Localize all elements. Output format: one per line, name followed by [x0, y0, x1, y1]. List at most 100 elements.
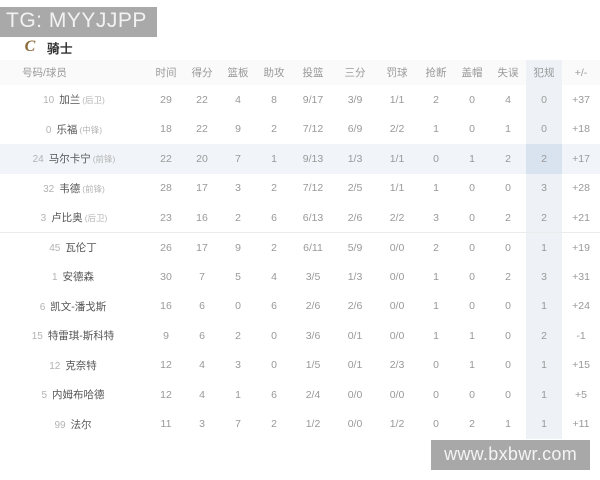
points-cell: 4	[199, 388, 205, 401]
fieldgoals-cell: 7/12	[302, 123, 324, 136]
header-blocks[interactable]: 盖帽	[461, 67, 483, 79]
fouls-cell: 2	[526, 203, 562, 233]
plusminus-cell: +31	[572, 270, 590, 283]
table-row[interactable]: 3 卢比奥 (后卫) 23 16 2 6 6/13 2/6 2/2 3 0 2 2 +21	[0, 203, 600, 233]
rebounds-cell: 9	[235, 123, 241, 136]
turnovers-cell: 2	[505, 211, 511, 224]
table-row[interactable]: 0 乐福 (中锋) 18 22 9 2 7/12 6/9 2/2 1 0 1 0 +18	[0, 114, 600, 145]
header-minutes[interactable]: 时间	[155, 67, 177, 79]
player-cell[interactable]: 5 内姆布哈德	[0, 380, 148, 410]
header-rebounds[interactable]: 篮板	[227, 67, 249, 79]
rebounds-cell: 2	[235, 329, 241, 342]
fouls-cell: 2	[526, 321, 562, 351]
player-cell[interactable]: 1 安德森	[0, 262, 148, 292]
header-fieldgoals[interactable]: 投篮	[302, 67, 324, 79]
points-cell: 3	[199, 418, 205, 431]
player-name: 克奈特	[65, 359, 97, 372]
rebounds-cell: 2	[235, 211, 241, 224]
turnovers-cell: 4	[505, 93, 511, 106]
header-turnovers[interactable]: 失误	[497, 67, 519, 79]
assists-cell: 6	[271, 300, 277, 313]
fieldgoals-cell: 3/6	[305, 329, 321, 342]
minutes-cell: 12	[160, 359, 172, 372]
table-row[interactable]: 12 克奈特 12 4 3 0 1/5 0/1 2/3 0 1 0 1 +15	[0, 350, 600, 381]
assists-cell: 6	[271, 211, 277, 224]
plusminus-cell: +19	[562, 232, 600, 262]
table-row[interactable]: 6 凯文-潘戈斯 16 6 0 6 2/6 2/6 0/0 1 0 0 1 +24	[0, 291, 600, 322]
fieldgoals-cell: 1/5	[305, 359, 321, 372]
jersey-number: 0	[45, 124, 52, 136]
player-cell[interactable]: 15 特雷琪-斯科特	[0, 321, 148, 351]
table-row[interactable]: 10 加兰 (后卫) 29 22 4 8 9/17 3/9 1/1 2 0 4 0 +37	[0, 85, 600, 115]
table-row[interactable]: 1 安德森 30 7 5 4 3/5 1/3 0/0 1 0 2 3 +31	[0, 262, 600, 292]
fouls-cell: 1	[526, 409, 562, 439]
blocks-cell: 0	[469, 270, 475, 283]
fouls-cell: 1	[526, 291, 562, 321]
header-steals[interactable]: 抢断	[425, 67, 447, 79]
jersey-number: 3	[40, 213, 47, 224]
header-fouls[interactable]: 犯规	[526, 60, 562, 85]
freethrows-cell: 2/3	[389, 359, 405, 372]
table-row[interactable]: 5 内姆布哈德 12 4 1 6 2/4 0/0 0/0 0 0 0 1 +5	[0, 380, 600, 410]
player-name: 内姆布哈德	[52, 389, 105, 402]
fouls-cell: 1	[526, 232, 562, 262]
player-name: 卢比奥	[51, 212, 83, 224]
table-row[interactable]: 99 法尔 11 3 7 2 1/2 0/0 1/2 0 2 1 1 +11	[0, 409, 600, 440]
player-name: 法尔	[70, 418, 92, 431]
player-cell[interactable]: 45 瓦伦丁	[0, 232, 148, 262]
team-name: 骑士	[47, 41, 74, 56]
freethrows-cell: 0/0	[389, 329, 405, 342]
player-position: (前锋)	[92, 154, 116, 165]
header-player[interactable]: 号码/球员	[22, 67, 67, 79]
minutes-cell: 16	[160, 300, 172, 313]
player-name: 瓦伦丁	[65, 242, 97, 254]
fieldgoals-cell: 2/4	[305, 388, 321, 401]
player-cell[interactable]: 10 加兰 (后卫)	[0, 85, 148, 115]
player-cell[interactable]: 32 韦德 (前锋)	[0, 174, 148, 204]
freethrows-cell: 1/1	[389, 182, 405, 195]
boxscore-table-container: 号码/球员 时间 得分 篮板 助攻 投篮 三分 罚球 抢断 盖帽 失误 犯规 +…	[0, 60, 600, 439]
fouls-cell: 2	[526, 144, 562, 174]
player-cell[interactable]: 99 法尔	[0, 410, 148, 440]
freethrows-cell: 2/2	[389, 123, 405, 136]
threes-cell: 2/6	[347, 211, 363, 224]
player-name: 安德森	[62, 271, 95, 284]
player-cell[interactable]: 0 乐福 (中锋)	[0, 115, 148, 145]
freethrows-cell: 0/0	[389, 270, 405, 283]
points-cell: 22	[196, 93, 208, 106]
player-name: 韦德	[59, 182, 81, 195]
jersey-number: 5	[41, 390, 48, 402]
minutes-cell: 30	[160, 270, 172, 283]
player-cell[interactable]: 12 克奈特	[0, 351, 148, 381]
table-row[interactable]: 32 韦德 (前锋) 28 17 3 2 7/12 2/5 1/1 1 0 0 3 +28	[0, 173, 600, 204]
header-assists[interactable]: 助攻	[263, 67, 285, 79]
plusminus-cell: +5	[575, 388, 587, 401]
minutes-cell: 12	[160, 388, 172, 401]
rebounds-cell: 4	[235, 93, 241, 106]
header-threes[interactable]: 三分	[344, 67, 366, 79]
rebounds-cell: 7	[235, 152, 241, 165]
player-position: (后卫)	[82, 95, 105, 106]
header-freethrows[interactable]: 罚球	[386, 67, 408, 79]
header-plusminus[interactable]: +/-	[574, 66, 588, 79]
player-cell[interactable]: 3 卢比奥 (后卫)	[0, 203, 148, 233]
steals-cell: 0	[433, 152, 439, 165]
player-name: 加兰	[59, 94, 81, 107]
minutes-cell: 18	[160, 123, 172, 136]
blocks-cell: 0	[469, 300, 475, 313]
minutes-cell: 28	[160, 182, 172, 195]
threes-cell: 6/9	[347, 123, 363, 136]
threes-cell: 1/3	[347, 152, 363, 165]
freethrows-cell: 1/2	[389, 418, 405, 431]
assists-cell: 6	[271, 388, 277, 401]
player-cell[interactable]: 6 凯文-潘戈斯	[0, 292, 148, 322]
header-points[interactable]: 得分	[191, 67, 213, 79]
table-row[interactable]: 15 特雷琪-斯科特 9 6 2 0 3/6 0/1 0/0 1 1 0 2 -1	[0, 321, 600, 351]
jersey-number: 15	[31, 331, 43, 343]
fouls-cell: 0	[526, 85, 562, 115]
table-row[interactable]: 24 马尔卡宁 (前锋) 22 20 7 1 9/13 1/3 1/1 0 1 2 2 +17	[0, 144, 600, 174]
assists-cell: 2	[271, 418, 277, 431]
minutes-cell: 11	[160, 418, 172, 431]
table-row[interactable]: 45 瓦伦丁 26 17 9 2 6/11 5/9 0/0 2 0 0 1 +19	[0, 232, 600, 262]
player-cell[interactable]: 24 马尔卡宁 (前锋)	[0, 144, 148, 174]
